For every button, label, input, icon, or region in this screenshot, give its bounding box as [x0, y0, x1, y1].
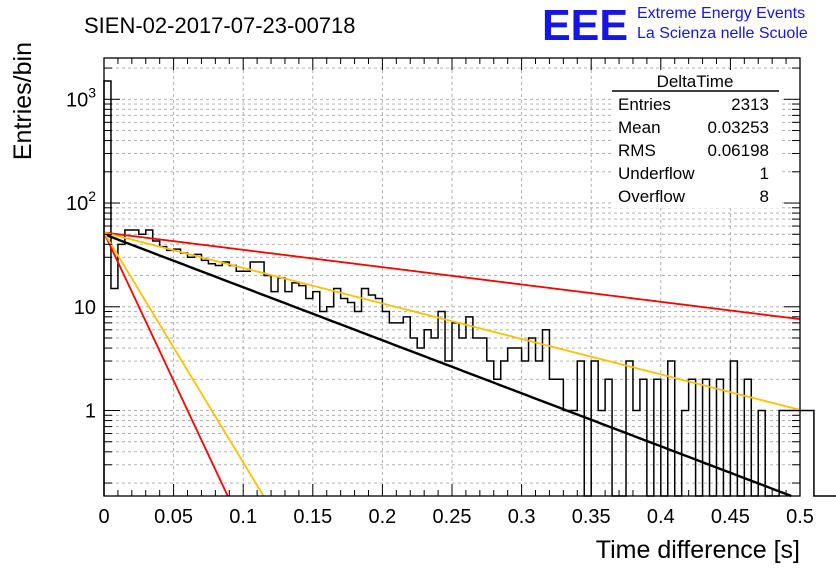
stats-label: Overflow: [618, 187, 686, 206]
stats-box: DeltaTime Entries 2313 Mean 0.03253 RMS 0.061…: [612, 70, 779, 208]
x-tick-label: 0.05: [154, 506, 193, 528]
y-tick-label: 1: [85, 401, 96, 423]
x-tick-label: 0.3: [508, 506, 536, 528]
fit-curve-3: [103, 232, 229, 497]
histogram-outline: [103, 80, 836, 497]
eee-logo-line1: Extreme Energy Events: [637, 5, 805, 22]
fit-curve-0: [103, 233, 792, 498]
y-tick-label: 103: [66, 84, 96, 111]
x-axis-label: Time difference [s]: [596, 536, 800, 564]
x-tick-labels: 0 0.05 0.1 0.15 0.2 0.25 0.3 0.35 0.4 0.45 0.5: [98, 506, 813, 528]
stats-value: 0.06198: [708, 141, 769, 160]
x-tick-label: 0.45: [711, 506, 750, 528]
stats-value: 1: [760, 164, 769, 183]
fit-curve-2: [103, 231, 801, 411]
stats-value: 0.03253: [708, 118, 769, 137]
x-tick-label: 0.5: [786, 506, 814, 528]
chart-title: SIEN-02-2017-07-23-00718: [84, 13, 356, 38]
stats-label: Mean: [618, 118, 661, 137]
fit-curve-4: [103, 232, 265, 497]
fit-curve-1: [103, 231, 801, 321]
histogram: [103, 80, 836, 497]
y-tick-label: 102: [66, 188, 96, 215]
x-tick-label: 0.1: [229, 506, 257, 528]
y-axis-label: Entries/bin: [9, 42, 37, 160]
x-tick-label: 0.25: [433, 506, 472, 528]
eee-logo: EEE Extreme Energy Events La Scienza nel…: [542, 1, 808, 50]
eee-logo-mark: EEE: [542, 1, 628, 50]
x-tick-label: 0.4: [647, 506, 675, 528]
grid: [103, 58, 801, 496]
stats-value: 2313: [731, 95, 769, 114]
stats-box-background: [612, 70, 779, 208]
stats-label: Entries: [618, 95, 671, 114]
stats-label: RMS: [618, 141, 656, 160]
fit-curves: [103, 231, 801, 498]
stats-value: 8: [760, 187, 769, 206]
eee-logo-line2: La Scienza nelle Scuole: [637, 25, 808, 42]
x-tick-label: 0: [98, 506, 109, 528]
axis-ticks: [103, 58, 801, 496]
y-tick-label: 10: [74, 297, 96, 319]
stats-title: DeltaTime: [657, 72, 734, 91]
x-tick-label: 0.15: [293, 506, 332, 528]
x-tick-label: 0.2: [368, 506, 396, 528]
x-tick-label: 0.35: [572, 506, 611, 528]
stats-label: Underflow: [618, 164, 695, 183]
